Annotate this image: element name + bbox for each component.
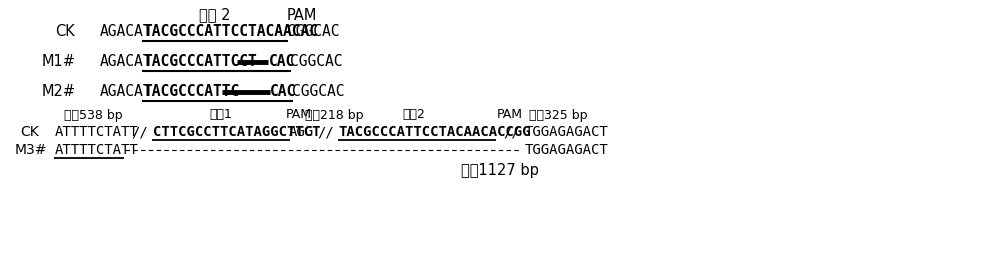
Text: M3#: M3# xyxy=(15,143,48,157)
Text: CK: CK xyxy=(55,24,75,40)
Text: 删除1127 bp: 删除1127 bp xyxy=(461,162,539,178)
Text: AGACAT: AGACAT xyxy=(100,24,152,40)
Text: TACGCCCATTCCTACAACAC: TACGCCCATTCCTACAACAC xyxy=(143,24,318,40)
Text: CTTCGCCTTCATAGGCTTCT: CTTCGCCTTCATAGGCTTCT xyxy=(153,125,320,139)
Text: //: // xyxy=(503,125,520,139)
Text: PAM: PAM xyxy=(497,108,523,121)
Text: CAC: CAC xyxy=(268,55,295,69)
Text: 省略325 bp: 省略325 bp xyxy=(529,108,588,121)
Text: AGACAT: AGACAT xyxy=(100,84,152,100)
Text: M2#: M2# xyxy=(42,84,76,100)
Text: AGACAT: AGACAT xyxy=(100,55,152,69)
Text: 靶标1: 靶标1 xyxy=(209,108,232,121)
Text: TGGAGAGACT: TGGAGAGACT xyxy=(525,143,608,157)
Text: CGGCAC: CGGCAC xyxy=(290,55,343,69)
Text: //: // xyxy=(317,125,334,139)
Text: AGG: AGG xyxy=(289,125,314,139)
Text: 靶标2: 靶标2 xyxy=(402,108,425,121)
Text: CAC: CAC xyxy=(270,84,296,100)
Text: M1#: M1# xyxy=(42,55,76,69)
Text: ATTTTCTATT: ATTTTCTATT xyxy=(55,125,139,139)
Text: 省略218 bp: 省略218 bp xyxy=(305,108,364,121)
Text: PAM: PAM xyxy=(286,8,317,23)
Text: 靶标 2: 靶标 2 xyxy=(199,8,231,23)
Text: CGGCAC: CGGCAC xyxy=(287,24,340,40)
Text: CGGCAC: CGGCAC xyxy=(292,84,344,100)
Text: //: // xyxy=(131,125,148,139)
Text: TACGCCCATTCCT: TACGCCCATTCCT xyxy=(143,55,257,69)
Text: TACGCCCATTCCTACAACACCGG: TACGCCCATTCCTACAACACCGG xyxy=(339,125,531,139)
Text: CK: CK xyxy=(20,125,39,139)
Text: TACGCCCATTC: TACGCCCATTC xyxy=(143,84,239,100)
Text: TGGAGAGACT: TGGAGAGACT xyxy=(525,125,608,139)
Text: 省略538 bp: 省略538 bp xyxy=(64,108,122,121)
Text: ATTTTCTATT: ATTTTCTATT xyxy=(55,143,139,157)
Text: PAM: PAM xyxy=(286,108,312,121)
